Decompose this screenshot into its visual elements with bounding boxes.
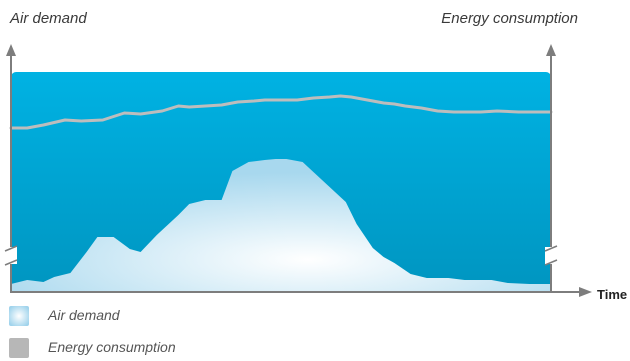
left-axis-break-mark-upper <box>4 245 18 252</box>
axes <box>4 44 592 297</box>
legend-label-energy-consumption: Energy consumption <box>48 339 176 355</box>
left-axis-arrow-icon <box>6 44 16 56</box>
legend-label-air-demand: Air demand <box>48 307 120 323</box>
x-axis-label: Time <box>597 287 628 302</box>
right-axis-break-mark-lower <box>544 259 558 266</box>
left-axis-label: Air demand <box>10 10 87 27</box>
legend-swatch-air-demand <box>9 306 29 326</box>
left-axis-break-mark-gap <box>5 247 17 264</box>
right-axis-break-mark-gap <box>545 247 557 264</box>
legend-swatch-energy-consumption <box>9 338 29 358</box>
energy-consumption-line <box>9 94 553 130</box>
left-axis-break-mark-lower <box>4 259 18 266</box>
right-axis-arrow-icon <box>546 44 556 56</box>
right-axis-label: Energy consumption <box>441 10 578 27</box>
air-demand-area <box>11 159 551 293</box>
right-axis-break-mark-upper <box>544 245 558 252</box>
x-axis-arrow-icon <box>579 287 592 297</box>
